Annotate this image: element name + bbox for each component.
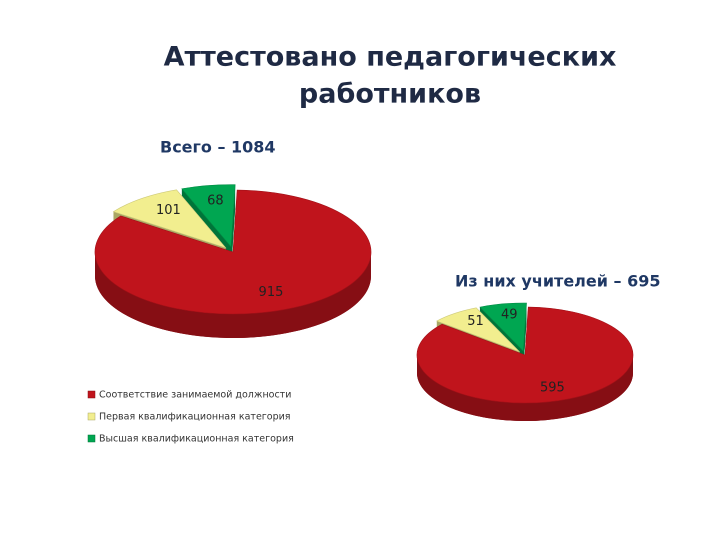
legend-swatch bbox=[87, 434, 96, 443]
legend-label: Соответствие занимаемой должности bbox=[99, 390, 291, 401]
legend-label: Высшая квалификационная категория bbox=[99, 434, 294, 445]
slice-wall bbox=[95, 252, 371, 338]
data-label: 51 bbox=[467, 314, 484, 329]
slice-top bbox=[181, 184, 236, 248]
pie-slice bbox=[416, 306, 634, 421]
legend-label: Первая квалификационная категория bbox=[99, 412, 291, 423]
pie-title: Всего – 1084 bbox=[160, 138, 276, 157]
pie-title: Из них учителей – 695 bbox=[455, 272, 660, 291]
slice-top bbox=[112, 189, 227, 249]
slice-side bbox=[523, 303, 527, 370]
data-label: 49 bbox=[501, 308, 518, 323]
legend-swatch bbox=[87, 390, 96, 399]
slide-title: работников bbox=[299, 79, 481, 110]
legend-swatch bbox=[87, 412, 96, 421]
data-label: 68 bbox=[207, 194, 224, 209]
pie-slice bbox=[94, 189, 372, 338]
slice-top bbox=[436, 307, 520, 353]
slide-title: Аттестовано педагогических bbox=[164, 42, 617, 73]
data-label: 101 bbox=[156, 203, 181, 218]
slice-top bbox=[416, 306, 634, 404]
data-label: 595 bbox=[540, 381, 565, 396]
slice-side bbox=[231, 184, 236, 271]
data-label: 915 bbox=[259, 285, 284, 300]
slice-wall bbox=[417, 355, 633, 421]
slice-top bbox=[479, 302, 527, 352]
slice-top bbox=[94, 189, 372, 315]
